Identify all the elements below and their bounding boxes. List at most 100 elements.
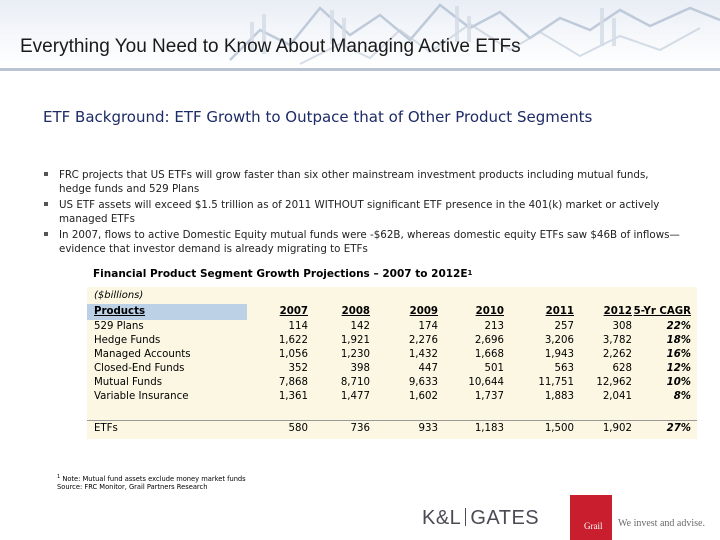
table-cell: 1,500 [544,423,574,434]
table-cell: 1,622 [278,335,308,346]
table-cell: 10,644 [468,377,504,388]
column-header: 2012 [603,306,632,317]
table-header-band [87,304,247,320]
table-cell: 18% [666,335,691,346]
table-cell: 398 [350,363,370,374]
table-row-etfs: ETFs 580 736 933 1,183 1,500 1,902 27% [87,422,697,436]
page-title: Everything You Need to Know About Managi… [20,36,521,57]
table-row: Closed-End Funds 352 398 447 501 563 628… [87,362,697,376]
table-cell: ETFs [94,423,118,434]
table-cell: 1,230 [340,349,370,360]
footnote-source: Source: FRC Monitor, Grail Partners Rese… [57,483,208,492]
bullet-icon [44,232,48,236]
table-cell: 1,943 [544,349,574,360]
table-cell: 1,737 [474,391,504,402]
column-header: Products [94,306,146,317]
logo-divider [465,508,467,526]
table-cell: 142 [350,321,370,332]
grail-logo-text: Grail [584,521,603,531]
grail-logo: Grail [570,495,612,540]
table-cell: 1,056 [278,349,308,360]
list-item: FRC projects that US ETFs will grow fast… [43,168,683,196]
table-cell: 1,902 [602,423,632,434]
table-units: ($billions) [94,290,144,301]
column-header: 2010 [475,306,504,317]
table-cell: 8% [673,391,691,402]
table-cell: 12,962 [596,377,632,388]
bullet-icon [44,172,48,176]
table-cell: 213 [484,321,504,332]
header-banner: Everything You Need to Know About Managi… [0,0,720,68]
table-cell: 447 [418,363,438,374]
table-cell: Closed-End Funds [94,363,185,374]
table-title: Financial Product Segment Growth Project… [93,268,472,280]
table-cell: 501 [484,363,504,374]
table-row: 529 Plans 114 142 174 213 257 308 22% [87,320,697,334]
table-cell: 308 [612,321,632,332]
column-header: 2008 [341,306,370,317]
table-cell: 114 [288,321,308,332]
table-cell: 563 [554,363,574,374]
table-cell: Mutual Funds [94,377,162,388]
table-cell: 16% [666,349,691,360]
table-cell: 1,361 [278,391,308,402]
table-cell: 3,206 [544,335,574,346]
table-cell: 27% [666,423,691,434]
table-row: Variable Insurance 1,361 1,477 1,602 1,7… [87,390,697,404]
table-cell: 1,183 [474,423,504,434]
list-item: US ETF assets will exceed $1.5 trillion … [43,198,683,226]
bullet-text: FRC projects that US ETFs will grow fast… [59,169,649,195]
bullet-text: In 2007, flows to active Domestic Equity… [59,229,680,255]
table-cell: 736 [350,423,370,434]
table-cell: Variable Insurance [94,391,189,402]
kl-gates-logo: K&L GATES [422,507,539,530]
bullet-list: FRC projects that US ETFs will grow fast… [43,168,683,258]
table-cell: 352 [288,363,308,374]
table-cell: 11,751 [538,377,574,388]
table-cell: 628 [612,363,632,374]
header-divider [0,68,720,71]
table-cell: 1,921 [340,335,370,346]
column-header: 5-Yr CAGR [633,306,691,317]
table-cell: 529 Plans [94,321,144,332]
bullet-icon [44,202,48,206]
footnote-note: 1 Note: Mutual fund assets exclude money… [57,473,246,483]
table-header-row: Products 2007 2008 2009 2010 2011 2012 5… [87,305,697,319]
footnote: 1 Note: Mutual fund assets exclude money… [57,473,246,491]
table-cell: 12% [666,363,691,374]
section-title: ETF Background: ETF Growth to Outpace th… [43,108,593,126]
kl-logo-right: GATES [470,507,540,529]
column-header: 2009 [409,306,438,317]
table-cell: 1,668 [474,349,504,360]
footnote-marker: 1 [57,474,61,480]
table-title-text: Financial Product Segment Growth Project… [93,268,468,280]
table-cell: 1,477 [340,391,370,402]
table-cell: 2,262 [602,349,632,360]
table-cell: 2,276 [408,335,438,346]
table-cell: 933 [418,423,438,434]
column-header: 2007 [279,306,308,317]
table-row: Mutual Funds 7,868 8,710 9,633 10,644 11… [87,376,697,390]
column-header: 2011 [545,306,574,317]
table-cell: 2,696 [474,335,504,346]
table-cell: 10% [666,377,691,388]
table-cell: 22% [666,321,691,332]
list-item: In 2007, flows to active Domestic Equity… [43,228,683,256]
bullet-text: US ETF assets will exceed $1.5 trillion … [59,199,660,225]
kl-logo-left: K&L [422,507,462,529]
stock-chart-background-graphic [229,3,720,65]
table-row: Hedge Funds 1,622 1,921 2,276 2,696 3,20… [87,334,697,348]
table-row: Managed Accounts 1,056 1,230 1,432 1,668… [87,348,697,362]
table-cell: 2,041 [602,391,632,402]
table-cell: 8,710 [340,377,370,388]
table-cell: 1,432 [408,349,438,360]
table-cell: 3,782 [602,335,632,346]
etf-row-divider [87,420,697,421]
table-cell: Hedge Funds [94,335,161,346]
table-cell: 174 [418,321,438,332]
table-cell: 1,602 [408,391,438,402]
table-cell: 1,883 [544,391,574,402]
table-cell: 9,633 [408,377,438,388]
table-cell: 257 [554,321,574,332]
table-cell: 7,868 [278,377,308,388]
